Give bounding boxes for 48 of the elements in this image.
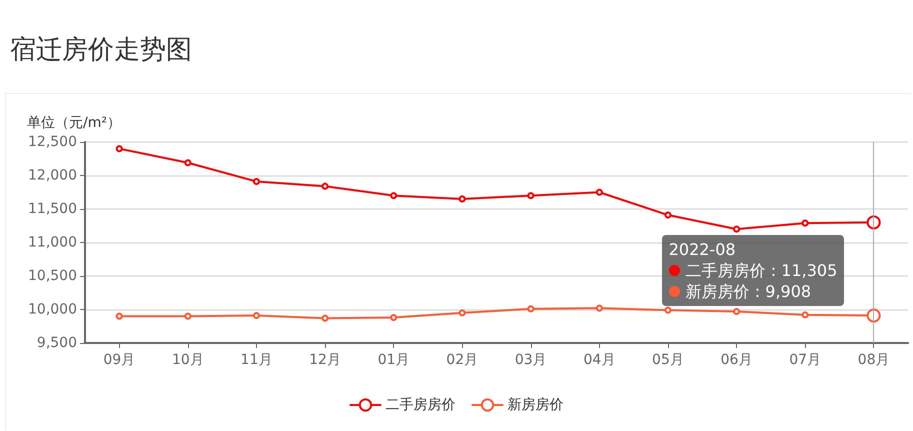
point — [733, 226, 740, 233]
x-tick-label: 02月 — [446, 352, 478, 368]
point — [458, 309, 466, 316]
point — [184, 159, 192, 166]
y-tick-label: 9,500 — [36, 335, 77, 351]
y-tick-label: 10,000 — [28, 302, 77, 318]
x-tick-label: 04月 — [583, 352, 616, 368]
point — [802, 220, 809, 227]
point — [664, 212, 672, 219]
chart-title: 宿迁房价走势图 — [10, 35, 192, 65]
y-axis-title: 单位（元/m²） — [27, 115, 121, 131]
x-tick-label: 06月 — [720, 352, 752, 368]
point — [527, 192, 534, 200]
point — [184, 312, 192, 320]
point — [116, 312, 123, 320]
point — [458, 195, 466, 202]
point — [527, 305, 534, 312]
x-tick-label: 12月 — [309, 352, 341, 368]
point — [664, 306, 672, 314]
point — [252, 178, 260, 186]
point — [733, 308, 740, 316]
y-tick-label: 12,000 — [28, 168, 77, 184]
point — [322, 182, 329, 190]
point — [596, 304, 603, 312]
legend-label: 二手房房价 — [386, 397, 456, 413]
y-tick-label: 11,000 — [28, 234, 77, 250]
annotation: 2022-08 — [668, 239, 737, 260]
x-tick-label: 05月 — [652, 352, 684, 368]
y-tick-label: 11,500 — [28, 201, 77, 217]
x-tick-label: 07月 — [789, 352, 822, 368]
point — [252, 312, 260, 320]
point — [390, 192, 398, 200]
point — [322, 314, 329, 322]
x-tick-label: 11月 — [240, 352, 272, 368]
x-tick-label: 10月 — [172, 352, 204, 368]
point — [802, 311, 809, 318]
x-tick-label: 03月 — [514, 352, 547, 368]
legend-label: 新房房价 — [508, 397, 564, 413]
point — [390, 314, 398, 322]
x-tick-label: 01月 — [378, 352, 410, 368]
y-tick-label: 12,500 — [28, 134, 77, 150]
x-tick-label: 08月 — [858, 352, 890, 368]
point — [596, 188, 603, 196]
point — [116, 145, 123, 152]
annotation: 新房房价 : 9,908 — [686, 281, 812, 302]
annotation: 二手房房价 : 11,305 — [686, 260, 838, 282]
x-tick-label: 09月 — [103, 352, 136, 368]
y-tick-label: 10,500 — [28, 268, 77, 284]
